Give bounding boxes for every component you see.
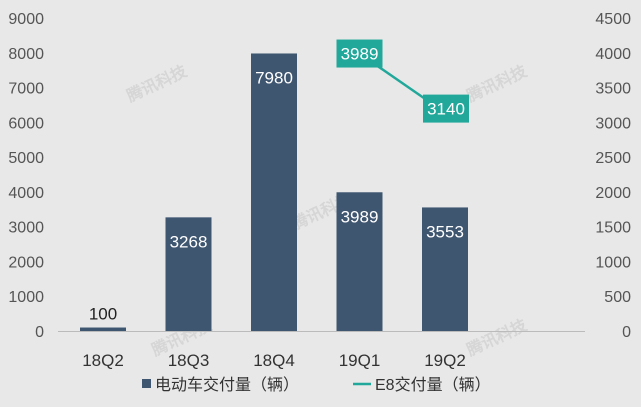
- bar: [80, 327, 126, 331]
- watermark-text: 腾讯科技: [464, 315, 531, 360]
- y-left-tick-label: 1000: [8, 289, 44, 306]
- y-left-tick-label: 8000: [8, 46, 44, 63]
- y-right-tick-label: 2500: [595, 150, 631, 167]
- bar: [336, 192, 383, 331]
- bar-data-label: 100: [89, 305, 117, 324]
- y-right-tick-label: 0: [622, 324, 631, 341]
- y-right-tick-label: 2000: [595, 185, 631, 202]
- y-left-tick-label: 3000: [8, 220, 44, 237]
- y-right-tick-label: 1500: [595, 220, 631, 237]
- bar: [165, 217, 212, 331]
- y-left-tick-label: 9000: [8, 11, 44, 28]
- y-right-tick-label: 3500: [595, 81, 631, 98]
- y-right-tick-label: 4000: [595, 46, 631, 63]
- y-right-tick-label: 500: [604, 289, 631, 306]
- x-tick-label: 19Q1: [339, 351, 381, 370]
- y-left-tick-label: 6000: [8, 115, 44, 132]
- x-tick-label: 19Q2: [424, 351, 466, 370]
- y-right-tick-label: 3000: [595, 115, 631, 132]
- bar-data-label: 7980: [255, 68, 293, 87]
- line-series: 3989 3140: [336, 39, 469, 123]
- y-left-axis: 0 1000 2000 3000 4000 5000 6000 7000 8000 9000: [8, 11, 44, 341]
- line-data-label: 3140: [427, 100, 465, 119]
- line-data-label-box: [423, 94, 469, 123]
- line-data-label-box: [336, 39, 383, 68]
- legend: 电动车交付量（辆） E8交付量（辆）: [142, 376, 491, 394]
- y-right-tick-label: 1000: [595, 254, 631, 271]
- legend-bar-label: 电动车交付量（辆）: [155, 376, 299, 394]
- legend-line-label: E8交付量（辆）: [375, 376, 491, 394]
- line-data-label: 3989: [341, 45, 379, 64]
- y-left-tick-label: 0: [35, 324, 44, 341]
- y-right-tick-label: 4500: [595, 11, 631, 28]
- bar: [422, 207, 468, 331]
- y-left-tick-label: 4000: [8, 185, 44, 202]
- watermark-text: 腾讯科技: [464, 61, 531, 106]
- bar-data-label: 3268: [170, 232, 208, 251]
- x-tick-label: 18Q4: [253, 351, 295, 370]
- bar-data-label: 3989: [341, 207, 379, 226]
- y-left-tick-label: 2000: [8, 254, 44, 271]
- y-right-axis: 0 500 1000 1500 2000 2500 3000 3500 4000 4500: [595, 11, 631, 341]
- x-axis: 18Q2 18Q3 18Q4 19Q1 19Q2: [82, 351, 466, 370]
- legend-bar-swatch: [142, 379, 151, 388]
- y-left-tick-label: 5000: [8, 150, 44, 167]
- watermark-text: 腾讯科技: [124, 61, 191, 106]
- x-tick-label: 18Q3: [168, 351, 210, 370]
- y-left-tick-label: 7000: [8, 81, 44, 98]
- bar-data-label: 3553: [426, 222, 464, 241]
- bar: [251, 53, 297, 332]
- bar-labels: 100 3268 7980 3989 3553: [89, 68, 464, 323]
- x-tick-label: 18Q2: [82, 351, 124, 370]
- bars: [80, 53, 468, 332]
